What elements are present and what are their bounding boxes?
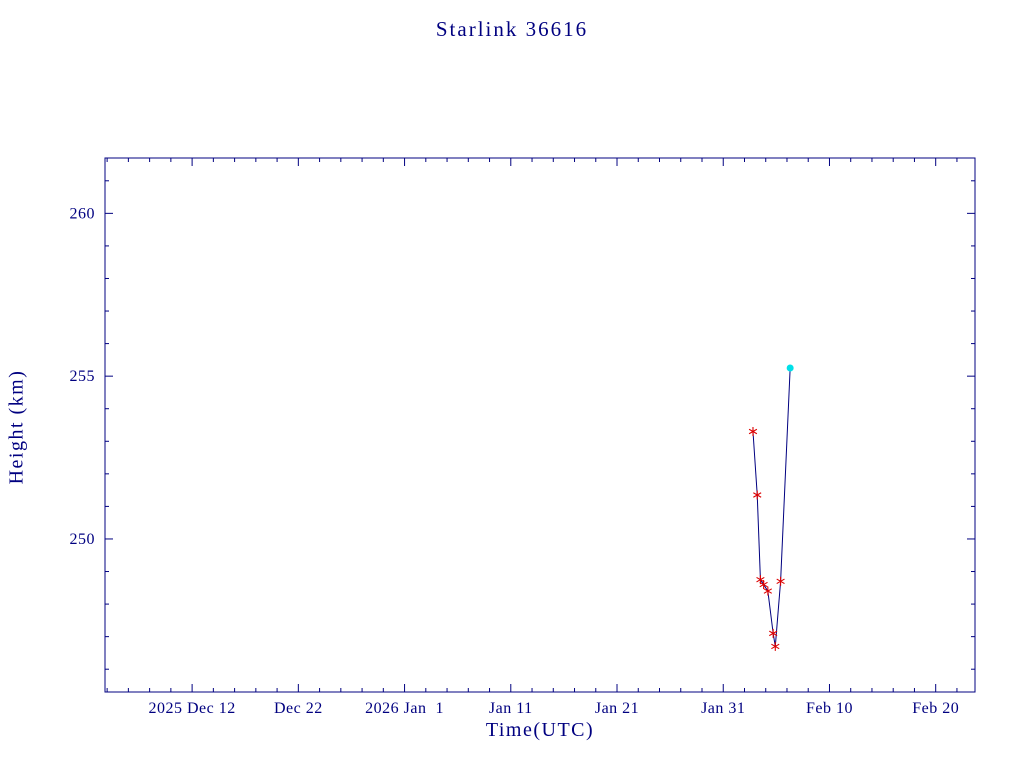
observation-marker: [759, 580, 768, 590]
marker-stroke: [759, 581, 768, 588]
chart-title: Starlink 36616: [435, 17, 589, 41]
marker-stroke: [763, 588, 773, 594]
x-axis-label: Time(UTC): [485, 719, 595, 741]
marker-stroke: [756, 576, 765, 583]
x-tick-label: Feb 20: [912, 700, 959, 717]
marker-stroke: [768, 630, 778, 637]
marker-stroke: [748, 428, 758, 435]
x-tick-label: Jan 31: [701, 700, 745, 717]
x-tick-label: Jan 21: [595, 700, 639, 717]
marker-stroke: [776, 578, 785, 585]
y-tick-label: 250: [70, 531, 96, 548]
marker-stroke: [771, 643, 780, 650]
observation-marker: [753, 490, 762, 500]
x-tick-label: Feb 10: [806, 700, 853, 717]
x-tick-label: Jan 11: [489, 700, 533, 717]
observation-marker: [768, 628, 778, 638]
height-curve: [752, 367, 791, 647]
x-tick-label: 2025 Dec 12: [148, 700, 235, 717]
observation-marker: [763, 586, 773, 596]
x-tick-label: Dec 22: [274, 700, 323, 717]
plot-border: [104, 157, 976, 693]
marker-stroke: [753, 492, 762, 498]
observation-marker: [771, 641, 780, 651]
y-tick-label: 255: [70, 368, 96, 385]
x-tick-label: 2026 Jan 1: [365, 700, 444, 717]
y-tick-label: 260: [70, 205, 96, 222]
observation-marker: [748, 427, 758, 437]
latest-point-marker: [786, 364, 794, 372]
observation-marker: [776, 576, 785, 586]
